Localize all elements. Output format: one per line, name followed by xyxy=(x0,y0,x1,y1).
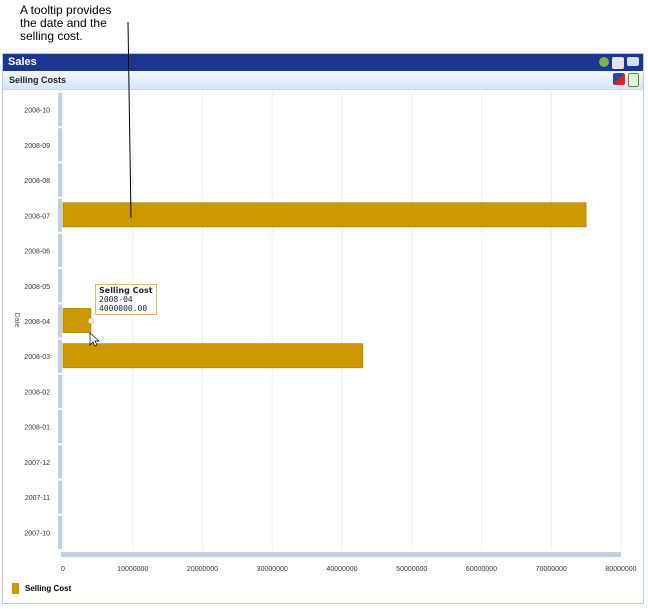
y-tick-label: 2008-04 xyxy=(24,319,50,326)
y-axis-segment xyxy=(58,445,62,479)
x-tick-label: 10000000 xyxy=(117,566,148,573)
filter-icon[interactable] xyxy=(613,73,625,85)
y-tick-label: 2007-11 xyxy=(25,495,50,502)
legend-label: Selling Cost xyxy=(25,584,72,593)
legend-swatch xyxy=(12,583,19,594)
y-axis-segment xyxy=(58,128,62,162)
y-tick-label: 2008-03 xyxy=(24,354,50,361)
x-tick-label: 20000000 xyxy=(187,566,218,573)
mouse-cursor-icon xyxy=(89,332,100,347)
y-tick-label: 2007-12 xyxy=(24,460,50,467)
y-tick-label: 2008-07 xyxy=(24,213,50,220)
y-axis-segment xyxy=(58,410,62,444)
email-icon[interactable] xyxy=(627,57,639,66)
x-tick-label: 70000000 xyxy=(536,566,567,573)
y-tick-label: 2008-09 xyxy=(24,143,50,150)
tooltip-value: 4000000.00 xyxy=(99,304,148,313)
y-tick-label: 2008-06 xyxy=(24,249,50,256)
tooltip-title: Selling Cost xyxy=(99,286,153,295)
y-axis-label: Date xyxy=(13,313,20,328)
y-axis-segment xyxy=(58,233,62,268)
x-tick-label: 0 xyxy=(61,566,65,573)
panel-subtitle: Selling Costs xyxy=(9,75,67,85)
annotation-text: A tooltip provides the date and the sell… xyxy=(20,3,112,43)
y-axis-segment xyxy=(58,93,62,127)
x-tick-label: 50000000 xyxy=(396,566,427,573)
y-axis-segment xyxy=(58,339,62,373)
x-axis xyxy=(61,552,621,557)
y-tick-label: 2008-08 xyxy=(24,178,50,185)
bar xyxy=(62,202,587,228)
y-tick-label: 2007-10 xyxy=(24,530,50,537)
bar xyxy=(62,343,364,369)
y-tick-label: 2008-01 xyxy=(24,425,50,432)
panel-title: Sales xyxy=(8,56,37,68)
panel-subheader: Selling Costs xyxy=(3,71,643,90)
y-axis-segment xyxy=(58,374,62,409)
y-axis-segment xyxy=(58,480,62,514)
y-tick-label: 2008-05 xyxy=(24,284,50,291)
x-tick-label: 80000000 xyxy=(605,566,636,573)
bar xyxy=(62,308,92,333)
y-axis-segment xyxy=(58,198,62,232)
x-tick-label: 30000000 xyxy=(257,566,288,573)
y-tick-label: 2008-10 xyxy=(24,108,50,115)
y-tick-label: 2008-02 xyxy=(24,389,50,396)
tooltip: Selling Cost 2008-04 4000000.00 xyxy=(95,284,157,315)
sales-panel: Sales Selling Costs xyxy=(2,53,644,604)
x-tick-label: 60000000 xyxy=(466,566,497,573)
y-axis-segment xyxy=(58,515,62,549)
hover-marker xyxy=(87,318,94,324)
y-axis-segment xyxy=(58,163,62,197)
print-icon[interactable] xyxy=(612,57,624,69)
document-icon[interactable] xyxy=(628,73,639,87)
x-tick-label: 40000000 xyxy=(326,566,357,573)
legend: Selling Cost xyxy=(12,583,71,594)
tooltip-date: 2008-04 xyxy=(99,295,133,304)
panel-titlebar: Sales xyxy=(3,54,643,71)
y-axis-segment xyxy=(58,269,62,303)
add-icon[interactable] xyxy=(599,57,609,67)
y-axis-segment xyxy=(58,304,62,338)
